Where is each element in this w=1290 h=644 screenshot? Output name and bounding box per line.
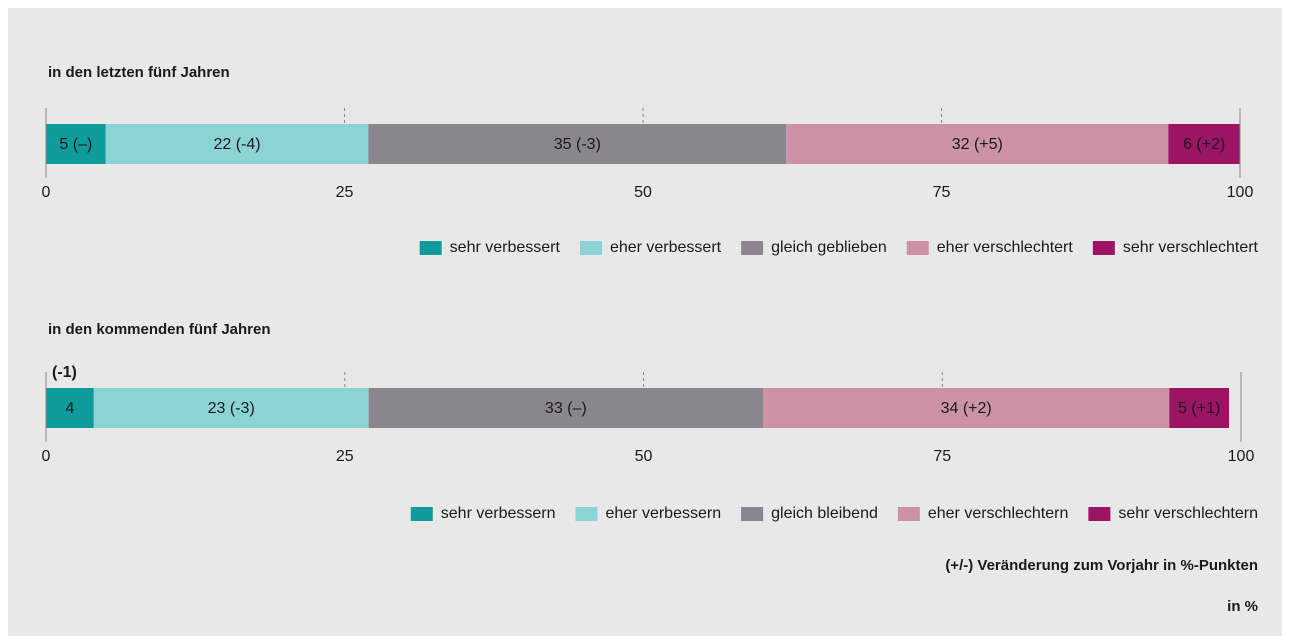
bar-segment [93, 388, 369, 428]
bar-segment [763, 388, 1170, 428]
bar-segment [368, 388, 763, 428]
value-label: 5 (–) [59, 136, 92, 153]
value-label: 22 (-4) [213, 136, 260, 153]
legend-swatch [1088, 507, 1111, 521]
value-label: 4 [65, 400, 74, 417]
value-label: 5 (+1) [1178, 400, 1220, 417]
x-tick-label: 0 [42, 184, 51, 201]
legend-label: eher verschlechtern [928, 505, 1069, 522]
bar-segment [46, 388, 94, 428]
legend-label: sehr verschlechtern [1118, 505, 1258, 522]
x-tick-label: 100 [1228, 448, 1255, 465]
legend-swatch [897, 507, 920, 521]
x-tick-label: 0 [42, 448, 51, 465]
note: (+/-) Veränderung zum Vorjahr in %-Punkt… [945, 557, 1258, 574]
chart-title: in den letzten fünf Jahren [48, 64, 230, 81]
legend-swatch [575, 507, 598, 521]
value-label: 34 (+2) [941, 400, 992, 417]
legend-label: eher verbessern [605, 505, 721, 522]
bar-segment [1169, 388, 1230, 428]
value-label: 32 (+5) [952, 136, 1003, 153]
legend-label: sehr verschlechtert [1123, 239, 1259, 256]
bar-segment [368, 124, 787, 164]
bar-segment [1168, 124, 1240, 164]
value-label: 6 (+2) [1183, 136, 1225, 153]
bar-segment [786, 124, 1169, 164]
legend-swatch [1092, 241, 1115, 255]
value-label: 23 (-3) [208, 400, 255, 417]
legend-label: eher verschlechtert [937, 239, 1074, 256]
x-tick-label: 50 [634, 184, 652, 201]
legend-swatch [906, 241, 929, 255]
value-label: 33 (–) [545, 400, 587, 417]
chart-title: in den kommenden fünf Jahren [48, 321, 271, 338]
annotation: (-1) [52, 364, 77, 381]
legend-swatch [419, 241, 442, 255]
x-tick-label: 100 [1227, 184, 1254, 201]
legend-label: sehr verbessern [441, 505, 556, 522]
x-tick-label: 25 [336, 184, 354, 201]
legend-swatch [579, 241, 602, 255]
legend-label: sehr verbessert [450, 239, 561, 256]
x-tick-label: 50 [635, 448, 653, 465]
legend-swatch [741, 507, 764, 521]
legend-swatch [741, 241, 764, 255]
legend-label: gleich geblieben [771, 239, 887, 256]
panel [8, 8, 1282, 636]
x-tick-label: 75 [933, 184, 951, 201]
legend-label: eher verbessert [610, 239, 722, 256]
note: in % [1227, 598, 1258, 615]
x-tick-label: 25 [336, 448, 354, 465]
bar-segment [46, 124, 106, 164]
legend-label: gleich bleibend [771, 505, 878, 522]
x-tick-label: 75 [933, 448, 951, 465]
bar-segment [105, 124, 369, 164]
value-label: 35 (-3) [554, 136, 601, 153]
legend-swatch [410, 507, 433, 521]
